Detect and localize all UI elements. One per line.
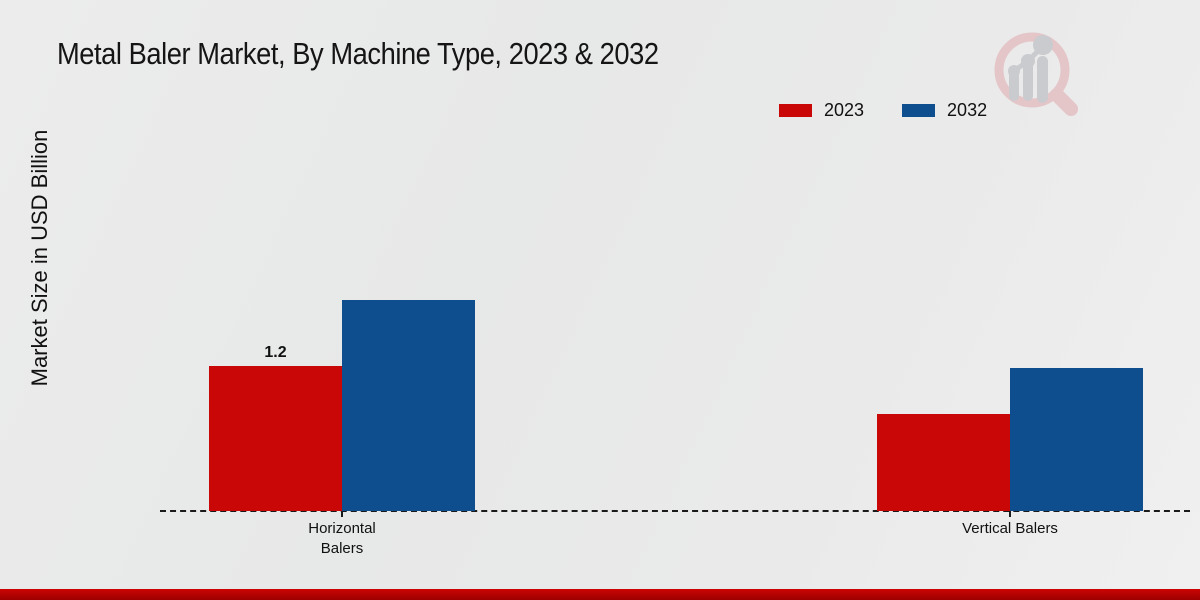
chart-legend: 2023 2032 (779, 100, 987, 121)
footer-accent-bar (0, 589, 1200, 600)
x-axis-baseline (160, 510, 1190, 512)
chart-title: Metal Baler Market, By Machine Type, 202… (57, 36, 659, 71)
category-label-vertical-balers: Vertical Balers (962, 520, 1058, 537)
legend-swatch-2023 (779, 104, 812, 117)
legend-label-2023: 2023 (824, 100, 865, 120)
bar-2032-horizontal-balers (342, 300, 475, 511)
bar-2023-vertical-balers (877, 414, 1010, 511)
x-axis-tick-horizontal-balers (341, 511, 343, 517)
legend-item-2023: 2023 (779, 100, 864, 121)
data-label-2023-horizontal-balers: 1.2 (264, 344, 287, 361)
legend-label-2032: 2032 (947, 100, 988, 120)
bar-2032-vertical-balers (1010, 368, 1143, 511)
bar-2023-horizontal-balers (209, 366, 342, 511)
legend-swatch-2032 (902, 104, 936, 117)
category-label-horizontal-balers: Horizontal Balers (308, 520, 376, 557)
legend-item-2032: 2032 (902, 100, 987, 121)
x-axis-tick-vertical-balers (1009, 511, 1011, 517)
brand-logo-watermark-icon (994, 32, 1078, 116)
